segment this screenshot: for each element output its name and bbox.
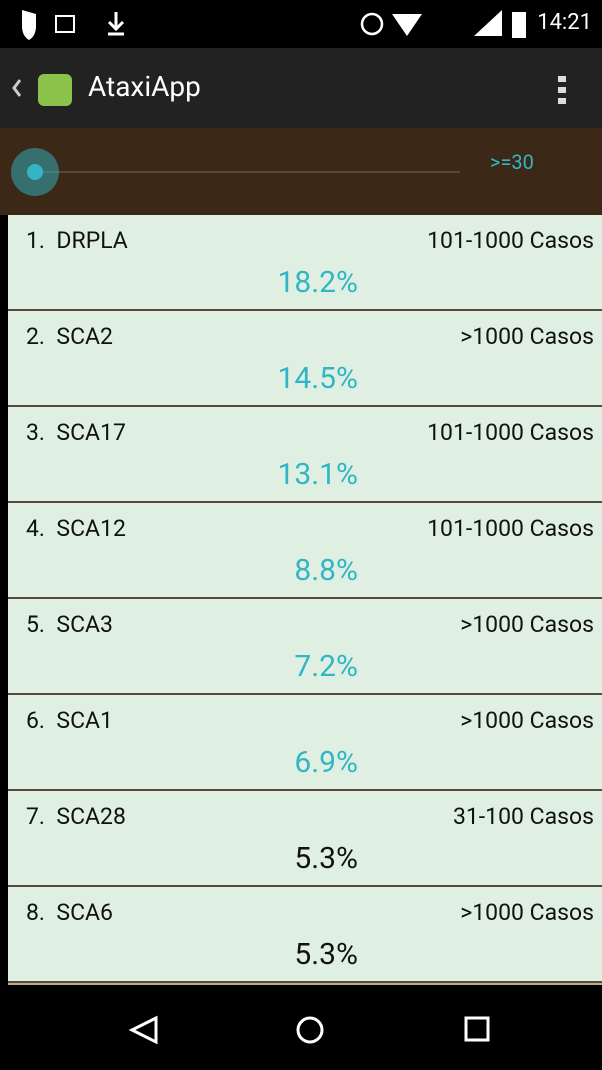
item-title: SCA17 [56,419,125,446]
item-percent: 7.2% [8,649,358,684]
item-title: SCA3 [56,611,113,638]
item-percent: 5.3% [8,841,358,876]
item-percent: 18.2% [8,265,358,300]
back-button[interactable] [132,1018,156,1042]
item-rank: 1. [26,227,45,254]
list-item[interactable]: 2. SCA2 >1000 Casos 14.5% [8,311,602,407]
item-percent: 14.5% [8,361,358,396]
item-name: 1. DRPLA [26,227,128,254]
action-bar: AtaxiApp [0,48,602,128]
item-name: 3. SCA17 [26,419,126,446]
status-icons [0,0,330,48]
status-bar: 14:21 [0,0,602,48]
menu-dot[interactable] [558,87,566,93]
menu-dot[interactable] [558,98,566,104]
item-cases: 31-100 Casos [453,803,594,830]
signal-icon [474,10,502,36]
item-cases: 101-1000 Casos [427,227,594,254]
item-rank: 6. [26,707,45,734]
item-percent: 5.3% [8,937,358,972]
item-rank: 4. [26,515,45,542]
item-name: 7. SCA28 [26,803,126,830]
item-title: SCA12 [56,515,125,542]
list-item[interactable]: 1. DRPLA 101-1000 Casos 18.2% [8,215,602,311]
back-arrow[interactable] [14,80,20,96]
item-name: 2. SCA2 [26,323,113,350]
results-list: 1. DRPLA 101-1000 Casos 18.2% 2. SCA2 >1000 … [8,215,602,985]
item-cases: >1000 Casos [460,323,594,350]
app-icon [38,74,72,106]
clock: 14:21 [537,10,592,35]
shield-icon [22,10,36,40]
item-rank: 5. [26,611,45,638]
alarm-icon [362,14,382,34]
battery-icon [512,12,526,38]
list-item[interactable]: 6. SCA1 >1000 Casos 6.9% [8,695,602,791]
item-title: SCA6 [56,899,113,926]
system-icons [350,0,540,48]
item-cases: 101-1000 Casos [427,515,594,542]
list-item[interactable]: 5. SCA3 >1000 Casos 7.2% [8,599,602,695]
item-title: SCA28 [56,803,125,830]
item-percent: 8.8% [8,553,358,588]
list-item[interactable]: 8. SCA6 >1000 Casos 5.3% [8,887,602,983]
list-item[interactable]: 7. SCA28 31-100 Casos 5.3% [8,791,602,887]
item-title: SCA1 [56,707,113,734]
download-icon [108,12,124,34]
recents-button[interactable] [466,1018,488,1040]
item-percent: 6.9% [8,745,358,780]
home-button[interactable] [298,1018,322,1042]
nav-bar [0,990,602,1070]
item-rank: 7. [26,803,45,830]
item-name: 5. SCA3 [26,611,113,638]
app-title: AtaxiApp [88,70,201,103]
screen: 14:21 AtaxiApp >=30 1. DRPLA 101-1000 Cas… [0,0,602,1070]
slider-thumb[interactable] [27,164,43,180]
list-item[interactable]: 3. SCA17 101-1000 Casos 13.1% [8,407,602,503]
nav-icons [0,990,602,1070]
item-title: DRPLA [56,227,127,254]
list-item[interactable]: 4. SCA12 101-1000 Casos 8.8% [8,503,602,599]
item-name: 6. SCA1 [26,707,113,734]
item-cases: 101-1000 Casos [427,419,594,446]
item-name: 4. SCA12 [26,515,126,542]
filter-bar: >=30 [0,128,602,215]
item-rank: 2. [26,323,45,350]
item-cases: >1000 Casos [460,899,594,926]
filter-label: >=30 [490,150,534,174]
item-rank: 3. [26,419,45,446]
menu-dot[interactable] [558,76,566,82]
item-name: 8. SCA6 [26,899,113,926]
image-icon [56,16,74,32]
item-cases: >1000 Casos [460,707,594,734]
item-rank: 8. [26,899,45,926]
item-title: SCA2 [56,323,113,350]
wifi-icon [392,14,422,36]
item-percent: 13.1% [8,457,358,492]
item-cases: >1000 Casos [460,611,594,638]
